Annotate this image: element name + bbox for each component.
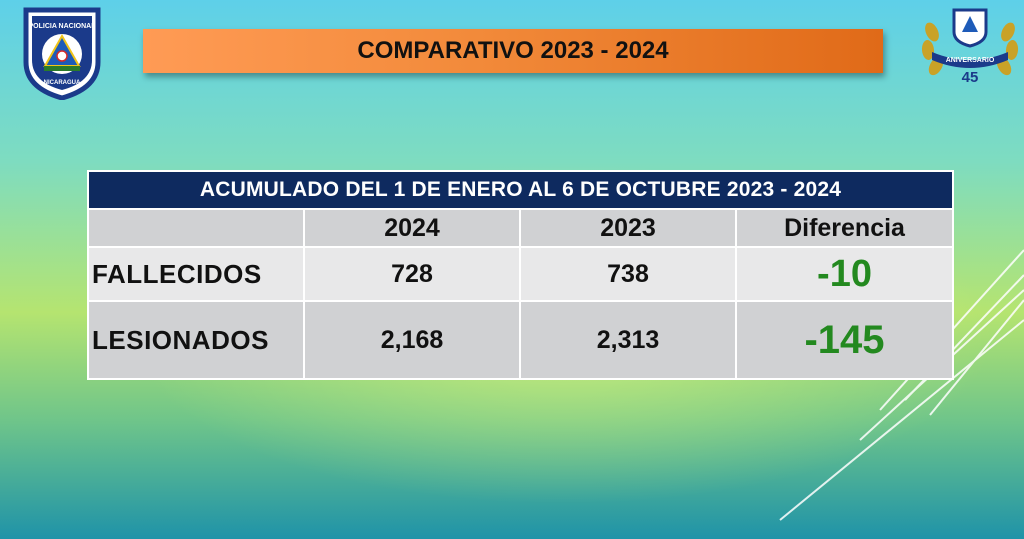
logo-text-bottom: NICARAGUA: [44, 80, 81, 86]
slide-title: COMPARATIVO 2023 - 2024: [143, 29, 883, 73]
value-2024-lesionados: 2,168: [303, 300, 521, 380]
value-2024-fallecidos: 728: [303, 246, 521, 302]
table-header: ACUMULADO DEL 1 DE ENERO AL 6 DE OCTUBRE…: [86, 170, 955, 210]
row-label-lesionados: LESIONADOS: [87, 300, 305, 380]
table-row-fallecidos: FALLECIDOS 728 738 -10: [87, 246, 955, 302]
column-header-diferencia: Diferencia: [734, 208, 955, 248]
anniversary-emblem: ANIVERSARIO 45: [918, 2, 1022, 88]
column-header-empty: [87, 208, 305, 248]
emblem-number: 45: [962, 69, 979, 86]
difference-fallecidos: -10: [734, 246, 955, 302]
value-2023-lesionados: 2,313: [519, 300, 737, 380]
policia-nacional-logo: POLICIA NACIONAL NICARAGUA: [22, 4, 102, 101]
row-label-fallecidos: FALLECIDOS: [87, 246, 305, 302]
emblem-text: ANIVERSARIO: [946, 57, 995, 64]
logo-text-top: POLICIA NACIONAL: [28, 23, 96, 30]
column-header-2024: 2024: [303, 208, 521, 248]
difference-lesionados: -145: [734, 300, 955, 380]
column-header-2023: 2023: [519, 208, 737, 248]
table-row-lesionados: LESIONADOS 2,168 2,313 -145: [87, 300, 955, 380]
value-2023-fallecidos: 738: [519, 246, 737, 302]
comparison-table: ACUMULADO DEL 1 DE ENERO AL 6 DE OCTUBRE…: [86, 170, 955, 380]
